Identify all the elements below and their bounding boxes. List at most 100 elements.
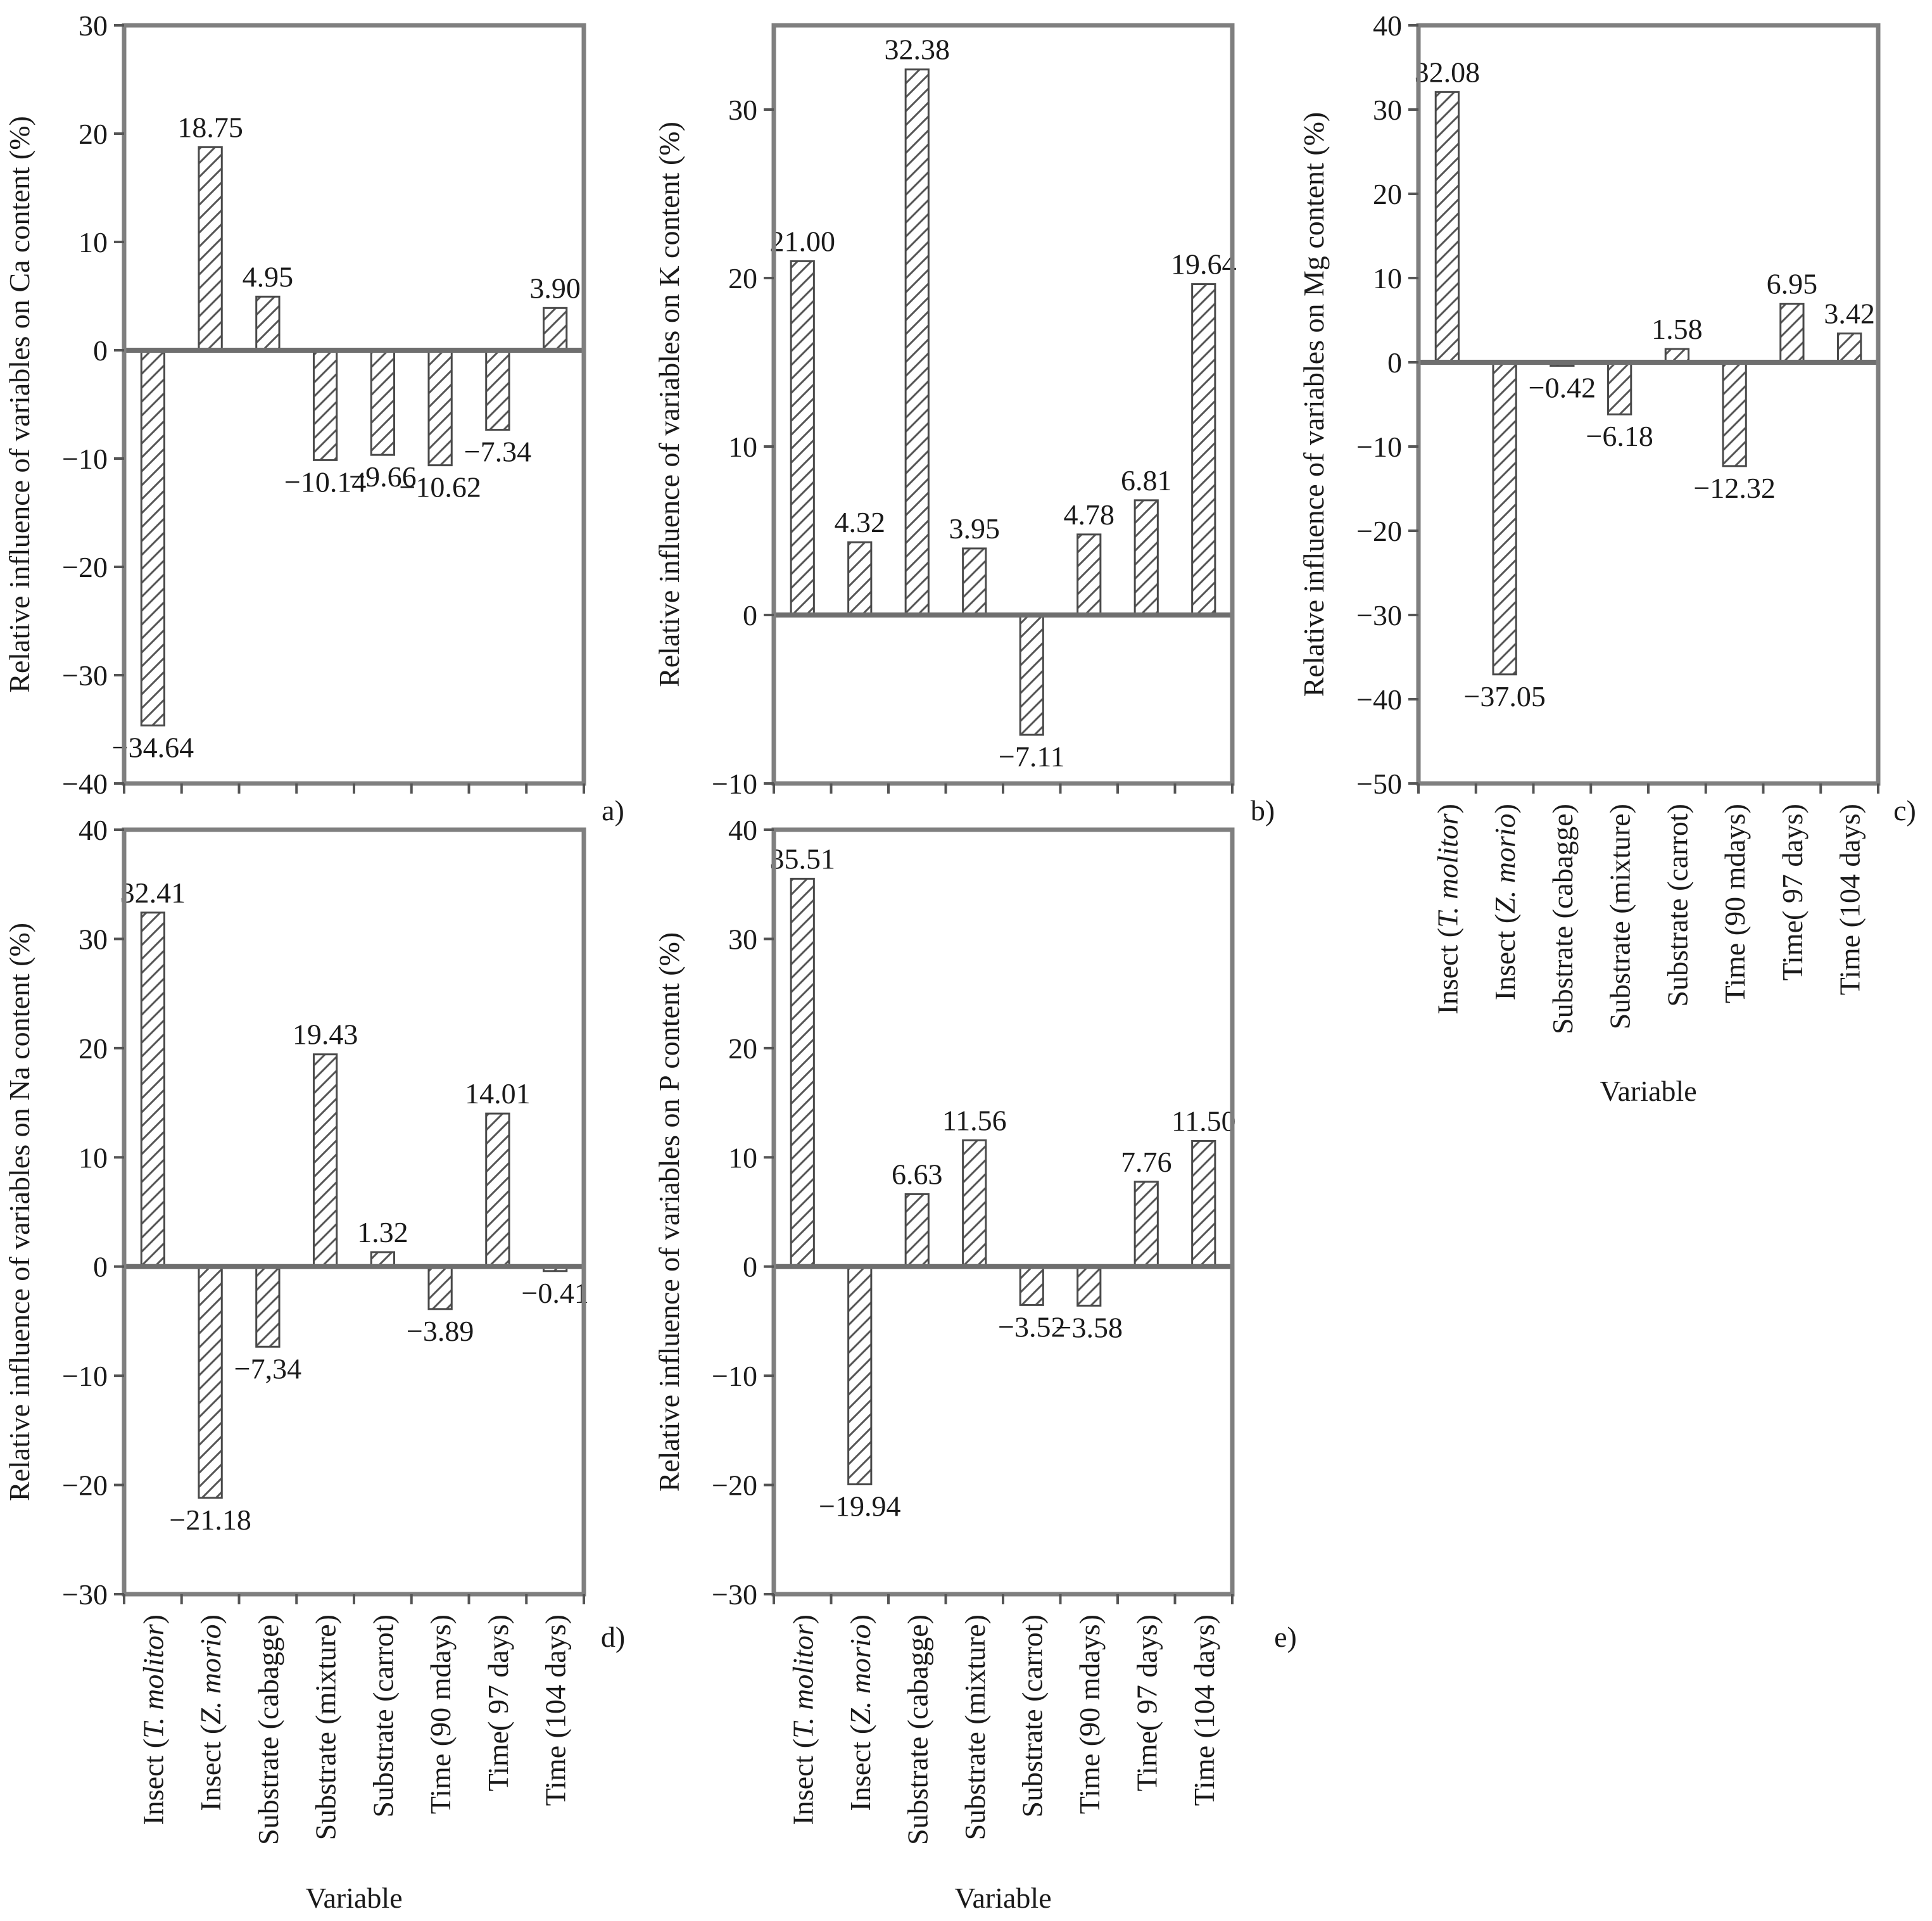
data-label-na-2: −7,34 bbox=[234, 1352, 301, 1385]
y-tick-label-ca: −10 bbox=[62, 443, 108, 475]
bar-ca-1 bbox=[198, 146, 223, 352]
y-tick-label-p: −20 bbox=[712, 1469, 757, 1502]
bar-mg-1 bbox=[1492, 361, 1517, 676]
data-label-na-4: 1.32 bbox=[357, 1216, 408, 1248]
data-label-ca-1: 18.75 bbox=[177, 111, 243, 143]
y-tick-label-ca: 10 bbox=[79, 226, 108, 258]
y-axis-title-k: Relative influence of variables on K con… bbox=[653, 122, 685, 687]
x-axis-title-na: Variable bbox=[305, 1882, 402, 1914]
bar-na-2 bbox=[255, 1265, 281, 1348]
data-label-na-6: 14.01 bbox=[465, 1077, 531, 1110]
y-tick-label-mg: −40 bbox=[1356, 683, 1402, 716]
data-label-p-1: −19.94 bbox=[819, 1490, 900, 1523]
bar-k-3 bbox=[962, 547, 987, 616]
bar-p-7 bbox=[1191, 1139, 1216, 1268]
category-label-na-3: Substrate (mixture) bbox=[310, 1614, 342, 1840]
y-axis-title-mg: Relative influence of variables on Mg co… bbox=[1297, 112, 1330, 697]
category-label-mg-1: Insect (Z. morio) bbox=[1489, 804, 1521, 1000]
y-tick-label-ca: −30 bbox=[62, 659, 108, 692]
y-tick-label-mg: −50 bbox=[1356, 768, 1402, 800]
data-label-mg-2: −0.42 bbox=[1529, 372, 1596, 404]
x-axis-title-p: Variable bbox=[954, 1882, 1051, 1914]
category-label-na-7: Time (104 days) bbox=[540, 1614, 572, 1806]
y-tick-label-mg: −30 bbox=[1356, 599, 1402, 631]
bar-na-5 bbox=[427, 1265, 453, 1310]
y-tick-label-na: −10 bbox=[62, 1360, 108, 1392]
panel-p: 35.51 −19.94 6.63 11.56 −3.52−3.58 7.76 11.50 −… bbox=[653, 814, 1297, 1914]
y-tick-label-p: 20 bbox=[728, 1032, 757, 1065]
plot-frame-na bbox=[122, 827, 586, 1597]
y-tick-label-p: 10 bbox=[728, 1141, 757, 1174]
data-label-mg-4: 1.58 bbox=[1651, 313, 1703, 345]
y-tick-label-na: −20 bbox=[62, 1469, 108, 1502]
y-tick-label-p: −30 bbox=[712, 1578, 757, 1611]
data-label-p-2: 6.63 bbox=[892, 1158, 943, 1190]
y-tick-label-mg: 20 bbox=[1373, 178, 1402, 210]
y-tick-label-na: 0 bbox=[93, 1251, 108, 1283]
y-tick-label-mg: 30 bbox=[1373, 94, 1402, 126]
y-tick-label-na: −30 bbox=[62, 1578, 108, 1611]
y-tick-label-k: 0 bbox=[743, 599, 757, 631]
y-axis-title-na: Relative influence of variables on Na co… bbox=[3, 923, 35, 1501]
bar-p-5 bbox=[1076, 1265, 1102, 1307]
data-label-k-3: 3.95 bbox=[949, 512, 1001, 545]
data-label-mg-6: 6.95 bbox=[1767, 268, 1818, 300]
category-label-mg-2: Substrate (cabagge) bbox=[1546, 804, 1579, 1034]
bar-p-2 bbox=[904, 1193, 930, 1268]
category-label-p-4: Substrate (carrot) bbox=[1016, 1614, 1048, 1818]
y-tick-label-ca: 20 bbox=[79, 118, 108, 150]
category-label-p-2: Substrate (cabagge) bbox=[901, 1614, 933, 1845]
data-label-k-4: −7.11 bbox=[999, 740, 1065, 773]
bar-mg-6 bbox=[1779, 303, 1805, 364]
bar-k-4 bbox=[1019, 614, 1044, 736]
data-label-mg-3: −6.18 bbox=[1586, 420, 1653, 452]
data-label-mg-5: −12.32 bbox=[1693, 472, 1775, 504]
bar-ca-4 bbox=[370, 349, 396, 456]
bar-p-0 bbox=[790, 877, 815, 1268]
data-label-p-5: −3.58 bbox=[1056, 1311, 1123, 1343]
data-label-p-4: −3.52 bbox=[998, 1310, 1065, 1343]
data-label-k-0: 21.00 bbox=[770, 225, 836, 257]
category-label-mg-4: Substrate (carrot) bbox=[1661, 804, 1693, 1007]
category-label-mg-7: Time (104 days) bbox=[1834, 804, 1866, 995]
y-tick-label-p: 40 bbox=[728, 814, 757, 846]
category-label-p-7: Time (104 days) bbox=[1188, 1614, 1220, 1806]
data-label-mg-0: 32.08 bbox=[1415, 56, 1481, 88]
bar-ca-7 bbox=[542, 307, 568, 352]
y-tick-label-k: 30 bbox=[728, 94, 757, 126]
bar-ca-3 bbox=[312, 349, 338, 461]
data-label-p-0: 35.51 bbox=[770, 842, 836, 875]
bar-k-1 bbox=[847, 541, 873, 616]
category-label-p-0: Insect (T. molitor) bbox=[786, 1614, 819, 1825]
plot-frame-mg bbox=[1416, 23, 1881, 786]
panel-na: 32.41 −21.18 −7,34 19.43 1.32 −3.89 14.01 −0.41… bbox=[3, 814, 625, 1914]
x-axis-title-mg: Variable bbox=[1600, 1075, 1696, 1107]
panel-ca: −34.6418.754.95−10.14−9.66−10.62−7.343.9… bbox=[3, 10, 624, 827]
y-tick-label-mg: −10 bbox=[1356, 431, 1402, 463]
bar-mg-0 bbox=[1434, 91, 1460, 364]
category-label-mg-6: Time( 97 days) bbox=[1776, 804, 1809, 980]
bar-k-5 bbox=[1076, 533, 1102, 616]
category-label-na-5: Time (90 mdays) bbox=[424, 1614, 457, 1814]
bar-na-3 bbox=[312, 1053, 338, 1268]
y-tick-label-ca: 0 bbox=[93, 334, 108, 367]
data-label-ca-4: −9.66 bbox=[349, 460, 416, 493]
y-tick-label-k: 20 bbox=[728, 262, 757, 295]
category-label-mg-5: Time (90 mdays) bbox=[1719, 804, 1751, 1003]
category-label-na-4: Substrate (carrot) bbox=[367, 1614, 399, 1818]
category-label-na-6: Time( 97 days) bbox=[482, 1614, 514, 1791]
y-tick-label-mg: 40 bbox=[1373, 10, 1402, 42]
y-tick-label-k: 10 bbox=[728, 431, 757, 463]
y-tick-label-na: 20 bbox=[79, 1032, 108, 1065]
data-label-na-5: −3.89 bbox=[407, 1315, 474, 1347]
y-tick-label-ca: 30 bbox=[79, 10, 108, 42]
bar-p-6 bbox=[1133, 1181, 1159, 1268]
y-tick-label-p: 30 bbox=[728, 923, 757, 955]
data-label-mg-1: −37.05 bbox=[1463, 680, 1545, 713]
data-label-na-1: −21.18 bbox=[169, 1504, 251, 1536]
bar-na-0 bbox=[140, 911, 166, 1268]
data-label-p-3: 11.56 bbox=[942, 1104, 1007, 1136]
data-label-k-7: 19.64 bbox=[1171, 248, 1237, 281]
bar-ca-2 bbox=[255, 295, 281, 352]
